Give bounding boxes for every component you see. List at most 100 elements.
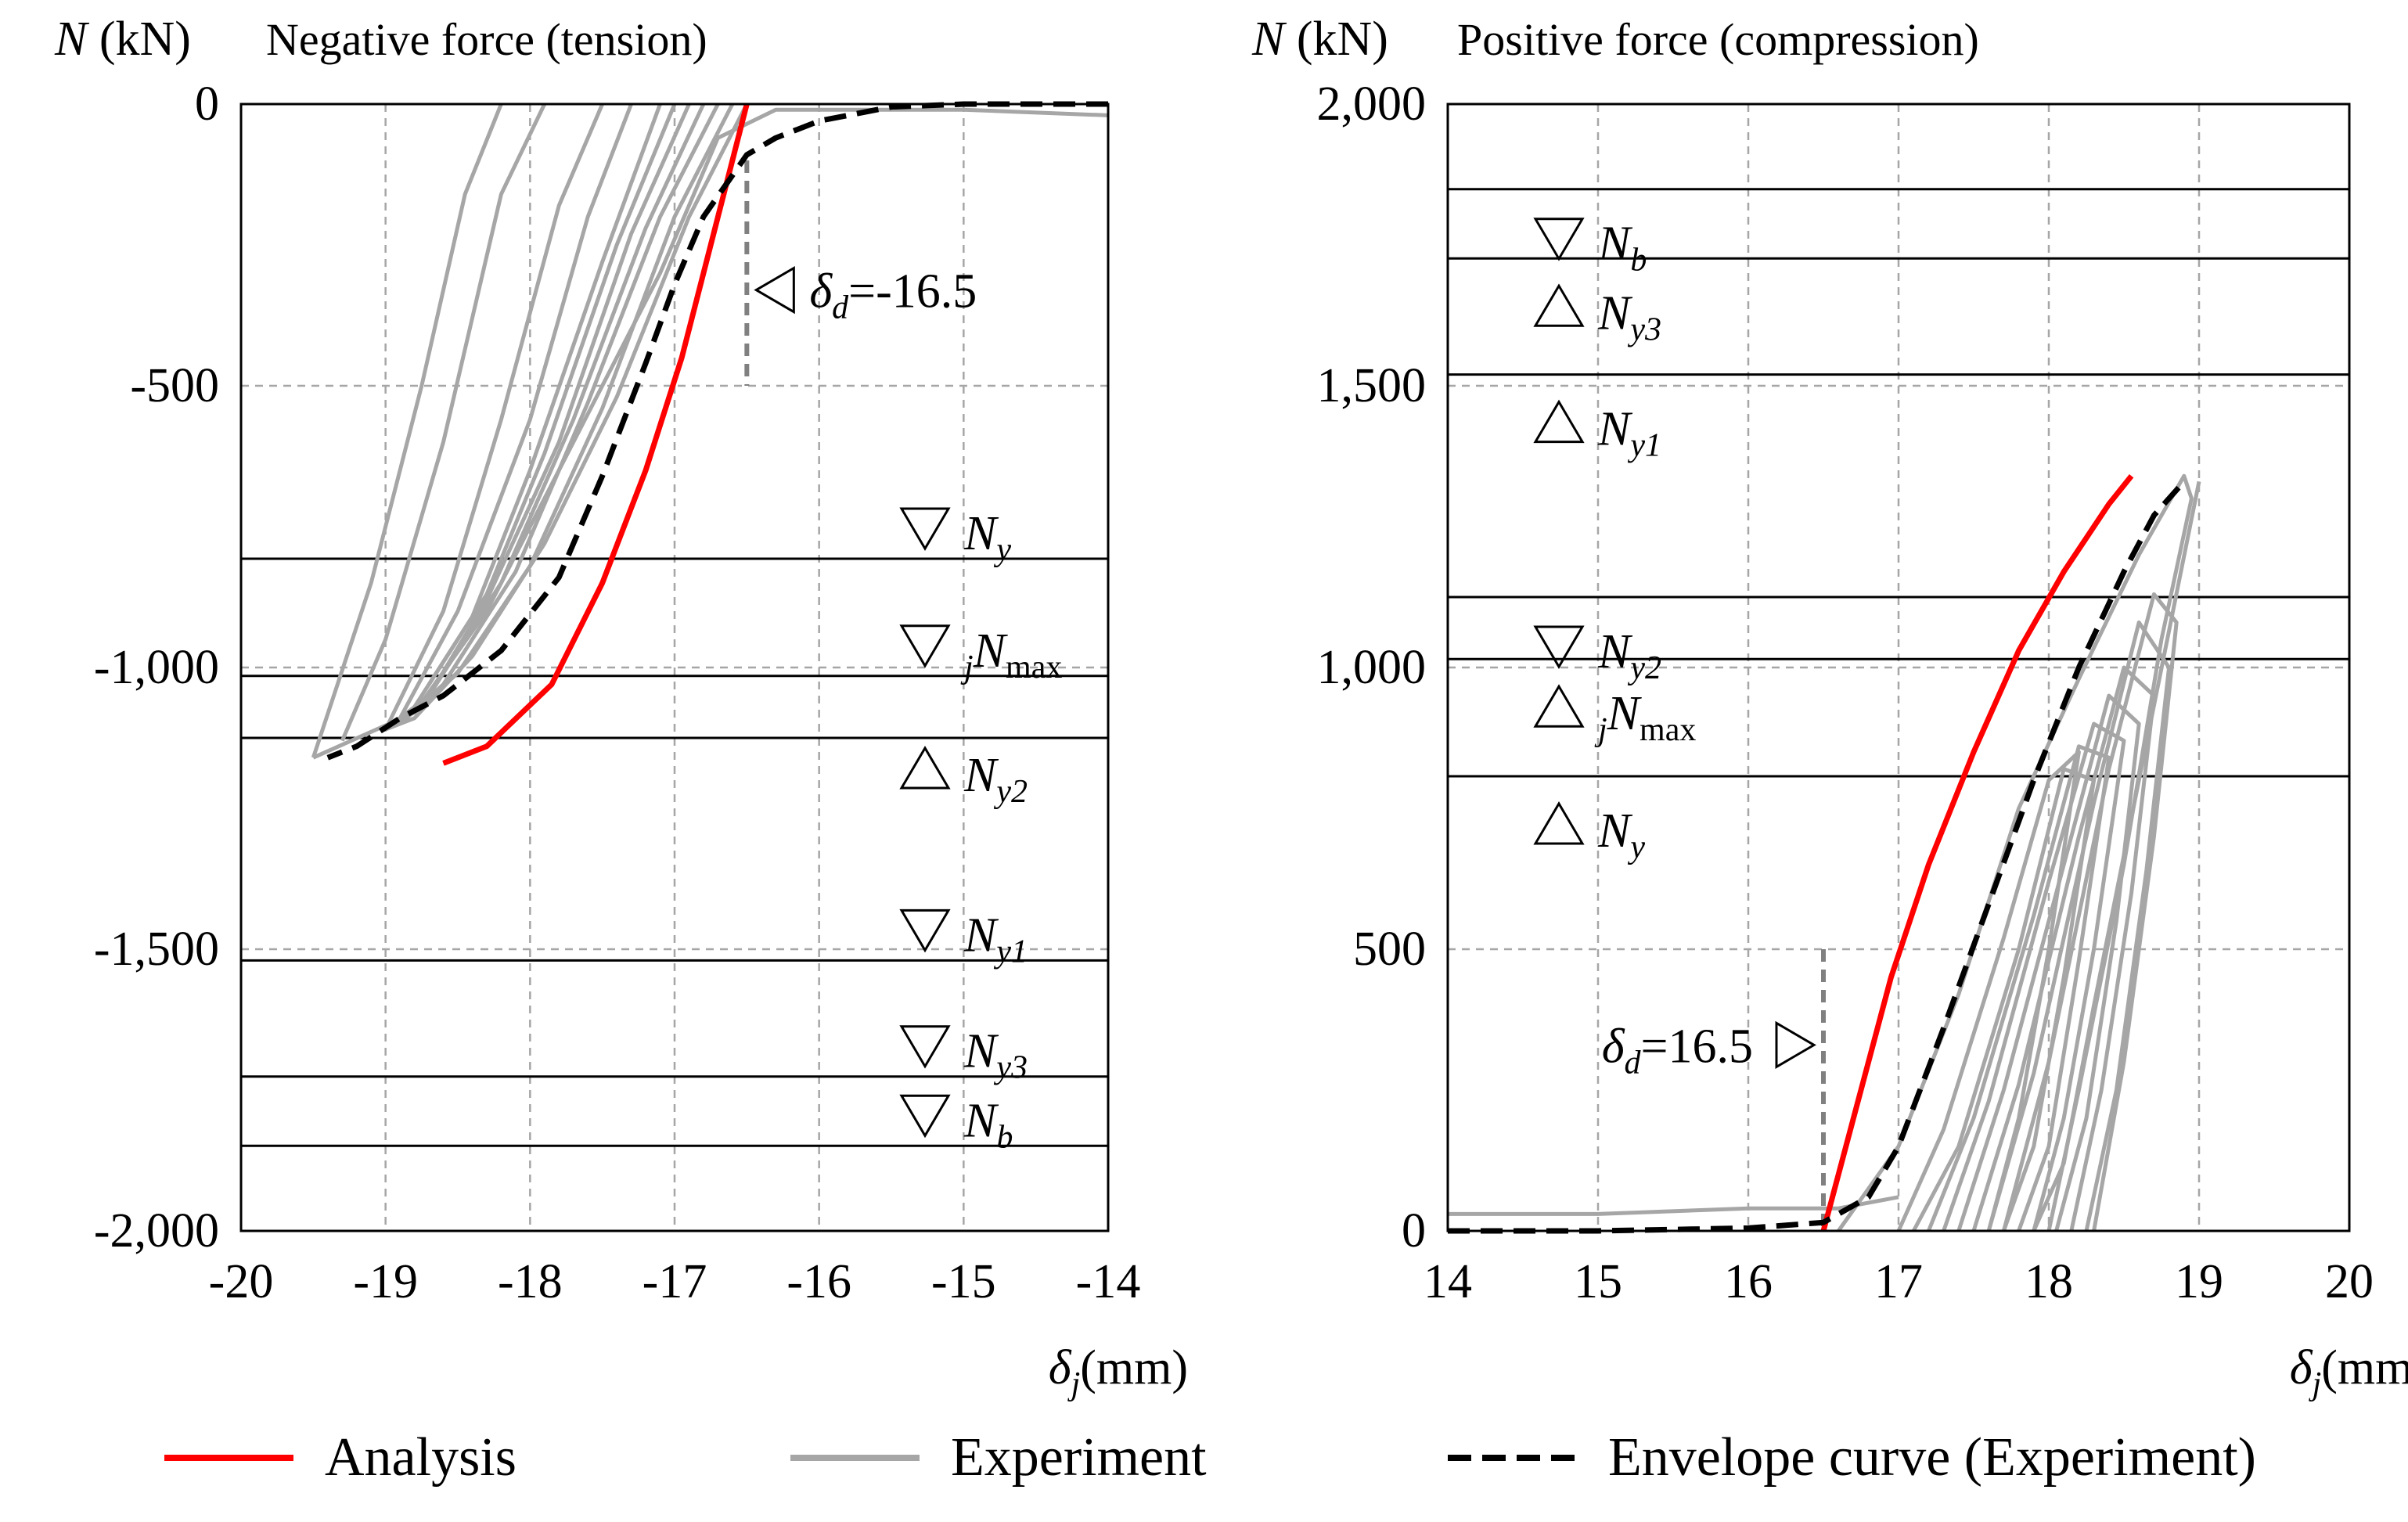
experiment-loop-12 <box>312 107 1109 760</box>
x-tick-label: -15 <box>931 1255 996 1308</box>
x-tick-label: 16 <box>1724 1255 1773 1308</box>
legend: Analysis Experiment Envelope curve (Experi… <box>164 1427 2256 1488</box>
level-label-main: N <box>1597 403 1633 456</box>
x-axis-label: δj(mm) <box>2290 1341 2408 1402</box>
plot-frame <box>239 103 1110 1232</box>
tension-panel: -2,000 -1,500 -1,000 -500 0 -20 -19 -18 -17 -16 -1… <box>54 13 1188 1402</box>
legend-label-2: Experiment <box>951 1427 1207 1488</box>
level-label-prefix: j <box>1594 712 1607 748</box>
experiment-loop-9 <box>383 103 604 731</box>
level-label-N_y2: Ny2 <box>1597 625 1661 686</box>
delta-d-value: =-16.5 <box>848 265 977 318</box>
experiment-loop-9 <box>2001 592 2179 1232</box>
level-marker-N_y1 <box>899 909 951 953</box>
level-label-subscript: b <box>996 1119 1013 1155</box>
x-tick-label: 19 <box>2175 1255 2223 1308</box>
experiment-loop-10 <box>340 103 547 742</box>
level-label-jN_max: jNmax <box>960 624 1062 685</box>
y-axis-unit: (kN) <box>1284 13 1388 66</box>
level-marker-jN_max <box>899 624 951 668</box>
level-marker-N_y <box>1533 801 1585 845</box>
delta-d-subscript: d <box>1625 1045 1642 1081</box>
x-axis-symbol: δ <box>1049 1341 1072 1394</box>
level-label-subscript: y1 <box>993 934 1028 970</box>
level-label-main: N <box>963 749 999 802</box>
experiment-loop-10 <box>2032 480 2201 1232</box>
level-label-subscript: y <box>1627 829 1645 865</box>
level-label-N_y3: Ny3 <box>1597 286 1661 347</box>
y-tick-label: 0 <box>195 77 219 131</box>
delta-d-label: δd=-16.5 <box>809 265 977 326</box>
envelope-curve <box>326 101 1108 761</box>
experiment-loop-11 <box>311 103 503 758</box>
level-label-subscript: y2 <box>993 774 1028 810</box>
level-marker-N_y <box>899 507 951 551</box>
delta-d-symbol: δ <box>1602 1020 1625 1073</box>
level-label-main: N <box>963 1025 999 1078</box>
level-label-subscript: max <box>1640 712 1696 748</box>
level-label-N_b: Nb <box>1597 218 1647 279</box>
y-axis-symbol: N <box>54 13 90 66</box>
y-tick-label: -500 <box>130 359 219 412</box>
x-tick-label: -18 <box>498 1255 563 1308</box>
x-axis-symbol: δ <box>2290 1341 2313 1394</box>
x-tick-label: 15 <box>1574 1255 1622 1308</box>
level-label-subscript: y <box>993 532 1011 568</box>
level-marker-N_b <box>1533 218 1585 261</box>
level-label-subscript: y3 <box>1627 311 1661 347</box>
y-tick-label: -1,500 <box>94 923 219 976</box>
x-axis-subscript: j <box>2309 1366 2322 1402</box>
level-label-main: N <box>1597 625 1633 678</box>
x-tick-label: -19 <box>353 1255 418 1308</box>
y-axis-unit: (kN) <box>87 13 191 66</box>
x-tick-label: -16 <box>786 1255 851 1308</box>
level-marker-N_y2 <box>899 746 951 790</box>
delta-d-marker <box>1775 1020 1816 1070</box>
level-label-main: N <box>963 909 999 962</box>
level-label-N_y2: Ny2 <box>963 749 1028 810</box>
level-marker-N_b <box>899 1094 951 1139</box>
compression-panel: 0 500 1,000 1,500 2,000 14 15 16 17 18 19 20 N (kN) P… <box>1251 13 2408 1402</box>
level-label-main: N <box>1607 687 1643 740</box>
level-label-subscript: y1 <box>1627 428 1661 464</box>
y-tick-label: 500 <box>1353 923 1426 976</box>
level-label-N_y: Ny <box>963 507 1011 568</box>
level-marker-N_y2 <box>1533 625 1585 669</box>
experiment-loop-8 <box>398 103 633 719</box>
y-axis-label: N (kN) <box>1251 13 1388 66</box>
experiment-loop-2 <box>1896 750 2081 1232</box>
level-label-N_y3: Ny3 <box>963 1025 1028 1086</box>
level-marker-N_y1 <box>1533 399 1585 444</box>
analysis-curve <box>1820 474 2134 1232</box>
level-label-N_b: Nb <box>963 1094 1013 1155</box>
y-tick-label: -2,000 <box>94 1204 219 1258</box>
level-marker-N_y3 <box>899 1025 951 1069</box>
experiment-loop-1 <box>1837 473 2194 1232</box>
level-label-jN_max: jNmax <box>1594 687 1696 748</box>
level-label-subscript: max <box>1006 649 1062 685</box>
level-label-main: N <box>963 507 999 560</box>
x-axis-unit: (mm) <box>1080 1341 1188 1394</box>
delta-d-value: =16.5 <box>1641 1020 1753 1073</box>
level-label-subscript: y3 <box>993 1050 1028 1086</box>
x-axis-label: δj(mm) <box>1049 1341 1188 1402</box>
level-label-N_y1: Ny1 <box>963 909 1028 970</box>
delta-d-label: δd=16.5 <box>1602 1020 1753 1081</box>
level-label-prefix: j <box>960 649 974 685</box>
y-tick-label: 2,000 <box>1317 77 1427 131</box>
delta-d-subscript: d <box>832 290 849 326</box>
delta-d-marker <box>754 265 795 315</box>
level-marker-N_y3 <box>1533 283 1585 327</box>
chart-title: Negative force (tension) <box>266 14 707 65</box>
level-marker-jN_max <box>1533 684 1585 728</box>
x-tick-label: 20 <box>2325 1255 2374 1308</box>
experiment-loop-7 <box>412 103 662 708</box>
chart-title: Positive force (compression) <box>1457 14 1979 65</box>
delta-d-symbol: δ <box>809 265 833 318</box>
x-axis-unit: (mm) <box>2321 1341 2408 1394</box>
level-label-main: N <box>1597 218 1633 271</box>
level-label-N_y: Ny <box>1597 804 1645 865</box>
level-label-main: N <box>1597 286 1633 340</box>
y-tick-label: 0 <box>1402 1204 1426 1258</box>
